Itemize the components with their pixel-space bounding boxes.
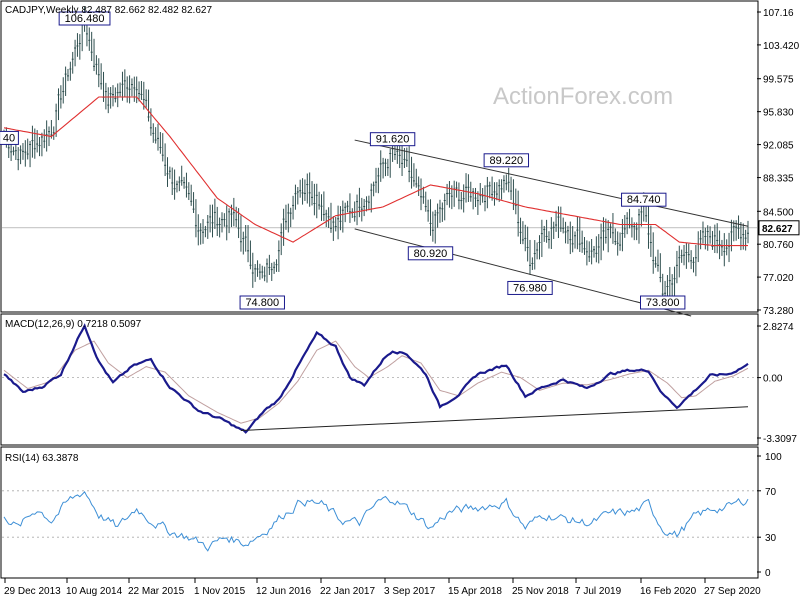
price-annotation: 106.480: [58, 11, 111, 26]
price-y-tick-label: 84.500: [763, 207, 794, 218]
price-annotation: 76.980: [507, 280, 553, 295]
macd-title: MACD(12,26,9) 0.7218 0.5097: [5, 319, 142, 330]
annotation-box: [640, 295, 686, 310]
x-axis-tick-label: 15 Apr 2018: [448, 586, 502, 597]
macd-panel-frame: [0, 313, 759, 446]
x-axis-tick-label: 25 Nov 2018: [512, 586, 569, 597]
annotation-box: [239, 295, 285, 310]
macd-y-tick-label: 2.8274: [763, 322, 794, 333]
price-y-tick-label: 73.280: [763, 306, 794, 317]
rsi-y-tick-label: 30: [765, 533, 777, 544]
rsi-y-tick-label: 70: [765, 487, 777, 498]
rsi-title: RSI(14) 63.3878: [5, 453, 79, 464]
macd-line: [3, 323, 749, 434]
annotation-box: [621, 192, 667, 207]
price-y-tick-label: 99.575: [763, 75, 794, 86]
macd-trendline: [240, 406, 749, 432]
macd-y-tick-label: -3.3097: [763, 434, 797, 445]
macd-y-tick-label: 0.00: [763, 374, 783, 385]
annotation-label: 73.800: [646, 297, 680, 309]
price-y-tick-label: 88.335: [763, 174, 794, 185]
price-annotation: 84.740: [621, 192, 667, 207]
annotation-label: 76.980: [513, 282, 547, 294]
annotation-box: [407, 246, 454, 261]
price-panel-frame: [0, 0, 759, 313]
price-annotation: 74.800: [239, 295, 285, 310]
macd-layer: [2, 323, 757, 434]
x-axis-tick-label: 3 Sep 2017: [384, 586, 436, 597]
x-axis-tick-label: 10 Aug 2014: [66, 586, 123, 597]
macd-signal-line: [3, 340, 749, 424]
rsi-y-tick-label: 100: [765, 452, 782, 463]
channel-lower-line: [354, 228, 692, 317]
annotation-label: 91.620: [376, 134, 410, 146]
x-axis-tick-label: 29 Dec 2013: [4, 586, 61, 597]
annotation-label: 80.920: [414, 248, 448, 260]
price-layer: 106.480 74.800 91.620 80.920 89.220 76.980 84.…: [0, 6, 757, 317]
axis-layer: 107.16 103.420 99.575 95.830 92.085 88.335 84.…: [4, 8, 800, 597]
x-axis-tick-label: 22 Mar 2015: [128, 586, 185, 597]
x-axis-tick-label: 27 Sep 2020: [704, 586, 761, 597]
last-price-badge: [758, 220, 800, 236]
x-axis-tick-label: 1 Nov 2015: [194, 586, 246, 597]
price-annotation: 89.220: [483, 153, 530, 168]
annotation-label: 40: [3, 132, 15, 144]
price-y-tick-label: 107.16: [763, 8, 794, 19]
price-annotation: 40: [0, 130, 19, 145]
annotation-box: [369, 132, 416, 147]
annotation-box: [0, 130, 19, 145]
rsi-panel-frame: [0, 446, 759, 579]
annotation-box: [483, 153, 530, 168]
rsi-y-tick-label: 0: [765, 568, 771, 579]
x-axis-tick-label: 12 Jun 2016: [256, 586, 311, 597]
annotation-label: 84.740: [627, 194, 661, 206]
x-axis-tick-label: 22 Jan 2017: [320, 586, 375, 597]
price-y-tick-label: 77.020: [763, 273, 794, 284]
price-y-tick-label: 103.420: [763, 41, 800, 52]
annotation-label: 106.480: [65, 13, 105, 25]
price-y-tick-label: 80.760: [763, 240, 794, 251]
moving-average-line: [3, 96, 748, 247]
price-y-tick-label: 95.830: [763, 108, 794, 119]
annotation-box: [58, 11, 111, 26]
annotation-box: [507, 280, 553, 295]
price-annotation: 73.800: [640, 295, 686, 310]
rsi-line: [3, 490, 749, 552]
x-axis-tick-label: 7 Jul 2019: [575, 586, 622, 597]
price-annotation: 80.920: [407, 246, 454, 261]
price-y-tick-label: 92.085: [763, 141, 794, 152]
x-axis-tick-label: 16 Feb 2020: [640, 586, 697, 597]
annotation-label: 89.220: [489, 155, 523, 167]
channel-upper-line: [354, 139, 749, 227]
price-annotation: 91.620: [369, 132, 416, 147]
rsi-layer: [2, 490, 757, 552]
last-price-label: 82.627: [762, 224, 793, 235]
watermark: ActionForex.com: [493, 83, 673, 110]
annotation-label: 74.800: [245, 297, 279, 309]
price-title: CADJPY,Weekly 82.487 82.662 82.482 82.62…: [5, 5, 212, 16]
